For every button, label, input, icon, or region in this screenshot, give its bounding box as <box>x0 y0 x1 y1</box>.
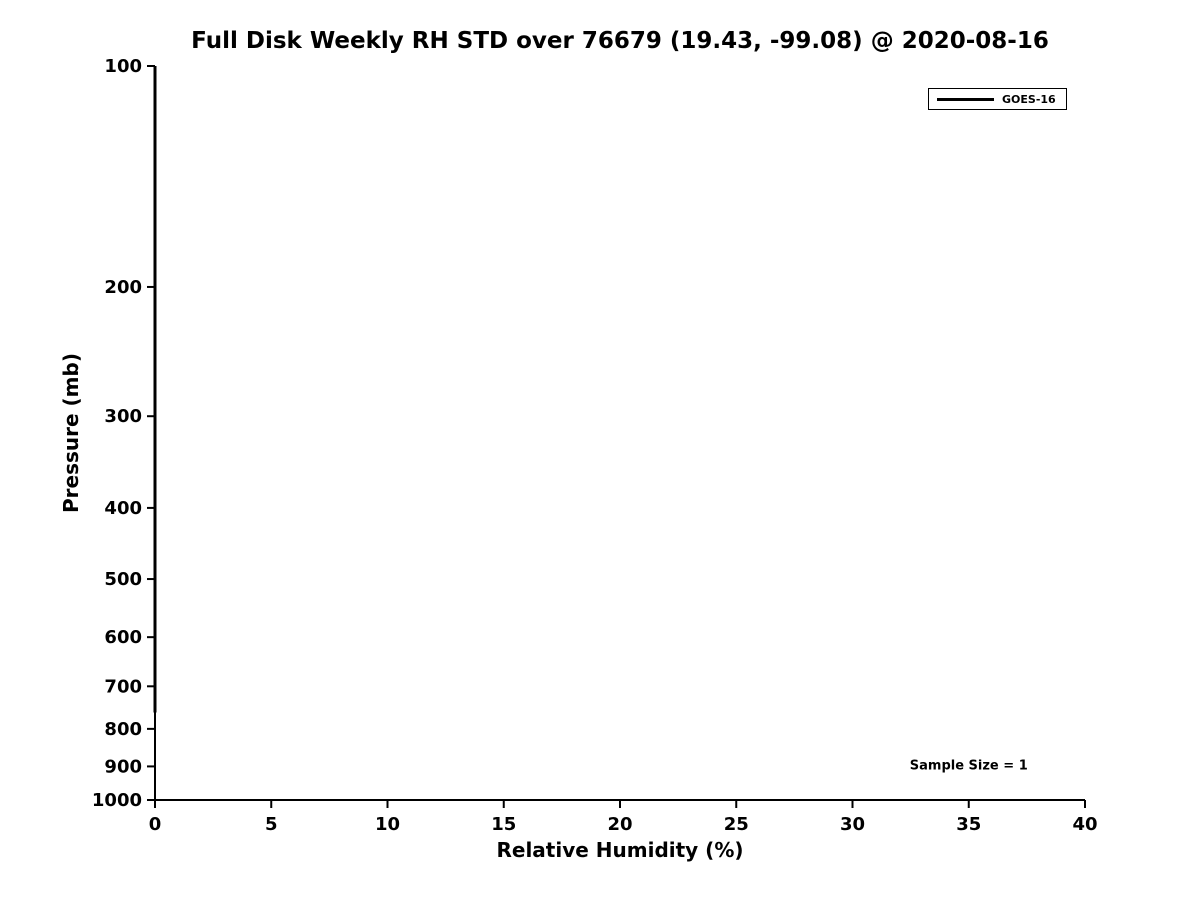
sample-size-annotation: Sample Size = 1 <box>909 758 1028 774</box>
x-tick-label: 25 <box>724 814 749 835</box>
x-tick-label: 30 <box>840 814 865 835</box>
x-tick-label: 35 <box>956 814 981 835</box>
chart-title: Full Disk Weekly RH STD over 76679 (19.4… <box>191 28 1049 54</box>
legend-label: GOES-16 <box>1002 92 1056 106</box>
x-tick-label: 0 <box>149 814 162 835</box>
y-tick-label: 500 <box>104 569 142 590</box>
y-tick-label: 900 <box>104 756 142 777</box>
y-tick-label: 300 <box>104 406 142 427</box>
y-tick-label: 600 <box>104 627 142 648</box>
y-tick-label: 400 <box>104 498 142 519</box>
x-tick-label: 20 <box>607 814 632 835</box>
x-tick-label: 10 <box>375 814 400 835</box>
x-tick-label: 5 <box>265 814 278 835</box>
legend-line-sample-icon <box>937 97 994 101</box>
y-tick-label: 200 <box>104 277 142 298</box>
y-tick-label: 1000 <box>92 790 142 811</box>
y-tick-label: 100 <box>104 56 142 77</box>
x-tick-label: 15 <box>491 814 516 835</box>
legend: GOES-16 <box>928 88 1067 110</box>
y-tick-label: 800 <box>104 719 142 740</box>
x-axis-label: Relative Humidity (%) <box>496 838 744 862</box>
y-tick-label: 700 <box>104 676 142 697</box>
x-tick-label: 40 <box>1072 814 1097 835</box>
